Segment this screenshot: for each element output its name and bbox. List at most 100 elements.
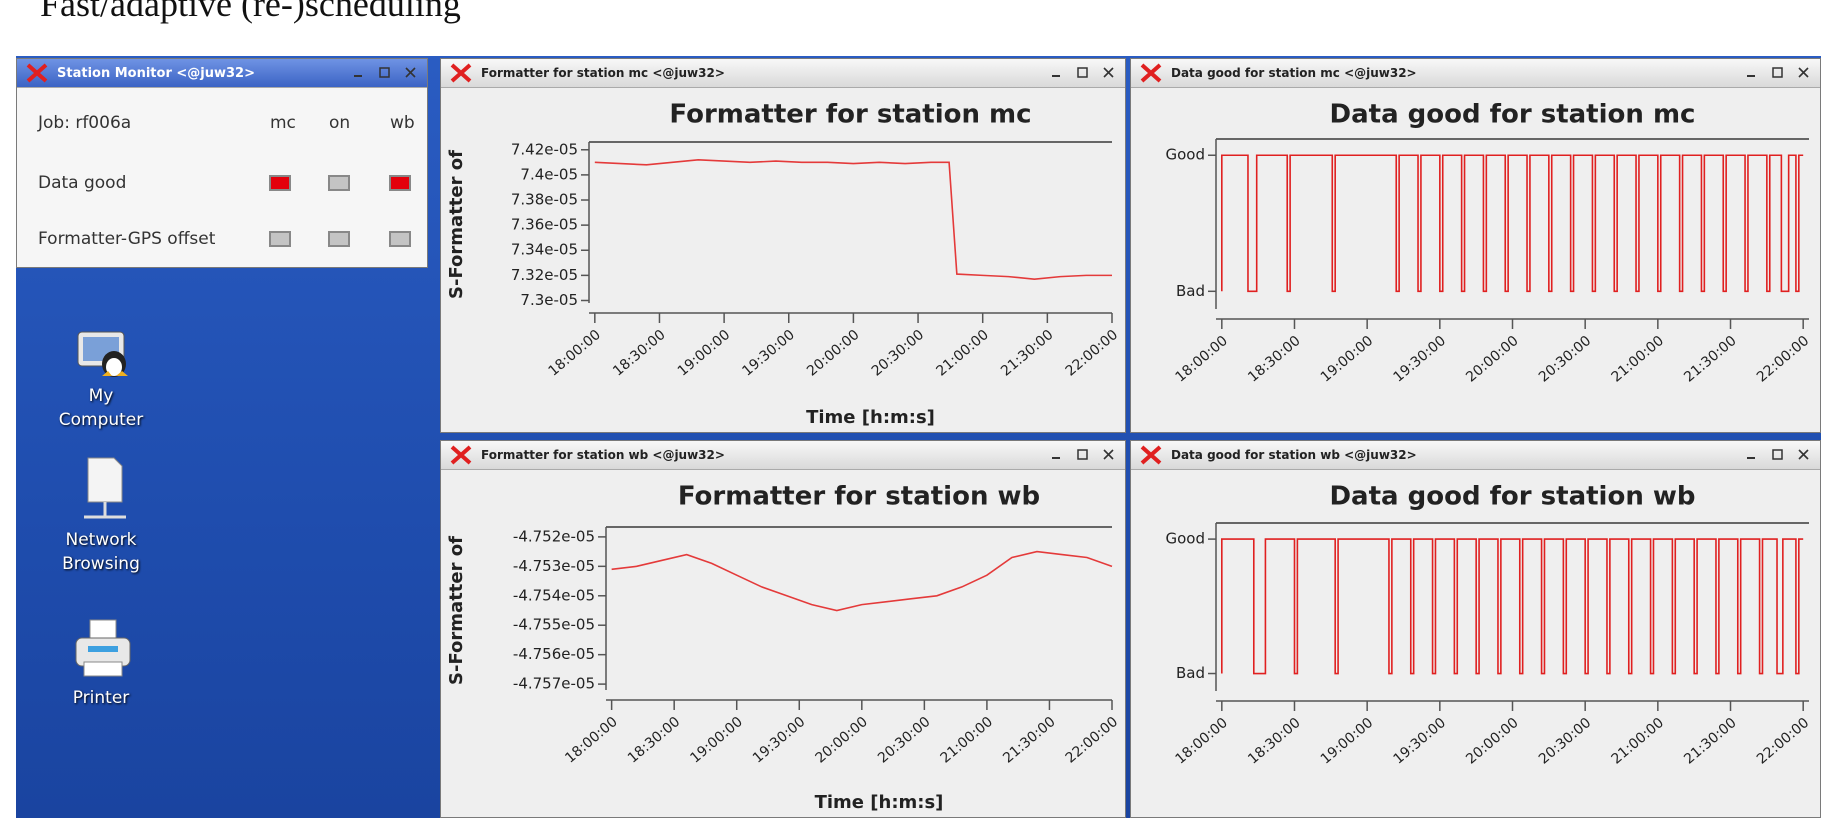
x-tick-label: 19:30:00	[750, 714, 808, 767]
y-tick-label: 7.34e-05	[511, 241, 578, 259]
button-glyph	[1773, 450, 1782, 459]
x-tick-label: 20:30:00	[1536, 715, 1594, 768]
x-tick-label: 18:00:00	[1172, 333, 1230, 386]
app-logo	[449, 444, 473, 466]
status-indicator	[269, 175, 291, 191]
y-tick-label: -4.755e-05	[513, 616, 595, 634]
window-title: Formatter for station mc <@juw32>	[481, 66, 725, 80]
x-tick-label: 20:30:00	[875, 714, 933, 767]
y-tick-label: Bad	[1176, 282, 1205, 300]
icon-label: My Computer	[46, 384, 156, 432]
x-tick-label: 21:30:00	[1000, 714, 1058, 767]
desktop-icon[interactable]: Printer	[46, 618, 156, 710]
app-logo	[1139, 62, 1163, 84]
x-tick-label: 21:00:00	[1609, 333, 1667, 386]
page: Fast/adaptive (re-)scheduling My Compute…	[0, 0, 1823, 818]
y-tick-label: Good	[1166, 146, 1206, 164]
y-tick-label: -4.754e-05	[513, 586, 595, 604]
y-axis-label: S-Formatter of	[446, 150, 467, 299]
logo-glyph	[1142, 447, 1160, 463]
x-tick-label: 18:00:00	[562, 714, 620, 767]
x-axis-label: Time [h:m:s]	[806, 407, 935, 428]
window-button[interactable]	[401, 64, 421, 82]
x-tick-label: 18:00:00	[1172, 715, 1230, 768]
icon-label: Printer	[46, 686, 156, 710]
window-title: Station Monitor <@juw32>	[57, 66, 255, 81]
row-label: Data good	[38, 173, 126, 193]
title-bar: Data good for station wb <@juw32>	[1131, 441, 1820, 470]
window-title: Formatter for station wb <@juw32>	[481, 448, 725, 462]
window-title: Data good for station mc <@juw32>	[1171, 66, 1417, 80]
x-tick-label: 21:30:00	[1681, 715, 1739, 768]
window-button[interactable]	[1099, 446, 1119, 464]
window-button[interactable]	[1099, 64, 1119, 82]
chart-title: Formatter for station wb	[678, 482, 1040, 512]
y-tick-label: Bad	[1176, 664, 1205, 682]
window-button[interactable]	[1073, 64, 1093, 82]
desktop-icon[interactable]: My Computer	[46, 324, 156, 432]
y-tick-label: Good	[1166, 530, 1206, 548]
window-button[interactable]	[1768, 64, 1788, 82]
app-logo	[449, 62, 473, 84]
y-tick-label: -4.757e-05	[513, 675, 595, 693]
icon-graphic	[66, 324, 136, 380]
window-button[interactable]	[1794, 446, 1814, 464]
window-button[interactable]	[375, 64, 395, 82]
x-tick-label: 20:00:00	[1463, 715, 1521, 768]
logo-glyph	[452, 447, 470, 463]
window-button[interactable]	[1047, 446, 1067, 464]
y-tick-label: 7.3e-05	[520, 291, 578, 309]
job-label: Job: rf006a	[38, 113, 131, 133]
x-tick-label: 22:00:00	[1754, 715, 1812, 768]
x-tick-label: 22:00:00	[1754, 333, 1812, 386]
button-glyph	[406, 68, 415, 77]
x-tick-label: 18:30:00	[1245, 715, 1303, 768]
window-button[interactable]	[349, 64, 369, 82]
x-tick-label: 18:00:00	[545, 327, 603, 380]
y-tick-label: -4.752e-05	[513, 527, 595, 545]
x-tick-label: 22:00:00	[1063, 714, 1121, 767]
y-tick-label: -4.753e-05	[513, 557, 595, 575]
button-glyph	[1104, 68, 1113, 77]
window-button[interactable]	[1768, 446, 1788, 464]
x-tick-label: 22:00:00	[1063, 327, 1121, 380]
icon-graphic	[66, 618, 136, 682]
x-tick-label: 20:30:00	[1536, 333, 1594, 386]
data-line	[595, 160, 1112, 279]
x-tick-label: 18:30:00	[625, 714, 683, 767]
window-button[interactable]	[1794, 64, 1814, 82]
button-glyph	[1799, 450, 1808, 459]
x-tick-label: 19:30:00	[1391, 715, 1449, 768]
x-tick-label: 20:00:00	[1463, 333, 1521, 386]
status-indicator	[389, 231, 411, 247]
chart: Formatter for station mc S-Formatter of Ti…	[441, 87, 1125, 432]
desktop-icon[interactable]: Network Browsing	[46, 454, 156, 576]
y-tick-label: 7.4e-05	[520, 165, 578, 183]
data-line	[1222, 155, 1803, 291]
x-tick-label: 18:30:00	[610, 327, 668, 380]
window-button[interactable]	[1742, 446, 1762, 464]
y-tick-label: 7.32e-05	[511, 266, 578, 284]
y-tick-label: 7.42e-05	[511, 140, 578, 158]
x-tick-label: 19:00:00	[687, 714, 745, 767]
station-header: wb	[390, 113, 415, 133]
button-glyph	[1104, 450, 1113, 459]
window-title: Data good for station wb <@juw32>	[1171, 448, 1417, 462]
x-tick-label: 20:00:00	[804, 327, 862, 380]
title-bar: Formatter for station wb <@juw32>	[441, 441, 1125, 470]
x-axis-label: Time [h:m:s]	[815, 792, 944, 813]
x-tick-label: 20:30:00	[869, 327, 927, 380]
title-bar: Station Monitor <@juw32>	[17, 59, 427, 88]
chart-title: Formatter for station mc	[669, 100, 1031, 130]
x-tick-label: 19:00:00	[675, 327, 733, 380]
window-button[interactable]	[1047, 64, 1067, 82]
x-tick-label: 21:00:00	[933, 327, 991, 380]
data-line	[1222, 539, 1803, 673]
y-tick-label: -4.756e-05	[513, 645, 595, 663]
window-button[interactable]	[1742, 64, 1762, 82]
window-button[interactable]	[1073, 446, 1093, 464]
chart-title: Data good for station mc	[1330, 100, 1696, 130]
